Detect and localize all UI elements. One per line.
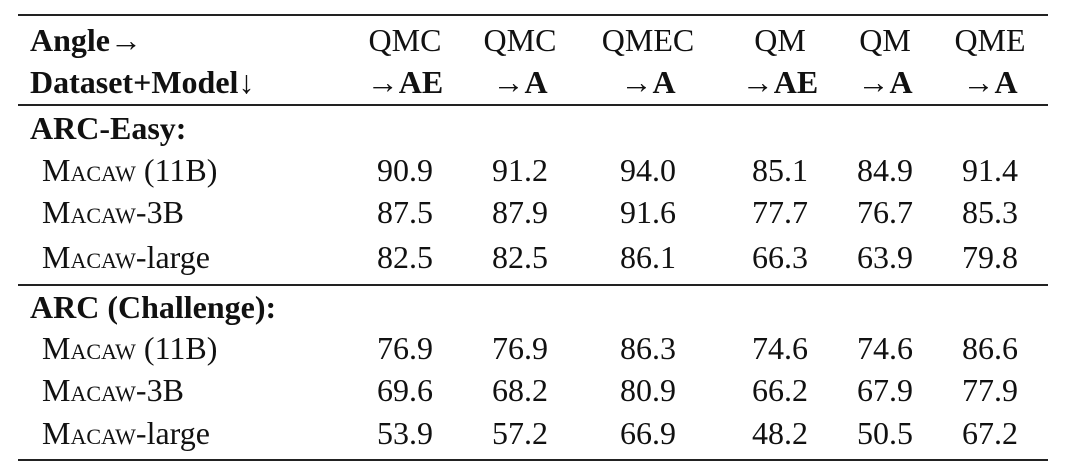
- score: 86.6: [962, 330, 1018, 366]
- score: 66.9: [620, 415, 676, 451]
- score: 82.5: [377, 239, 433, 275]
- model-name: Macaw-large: [42, 417, 210, 449]
- model-suffix: (11B): [135, 330, 218, 366]
- score: 67.9: [857, 372, 913, 408]
- column-target: →AE: [742, 66, 818, 98]
- score: 48.2: [752, 415, 808, 451]
- score: 91.4: [962, 152, 1018, 188]
- model-name: Macaw-3B: [42, 374, 184, 406]
- section-title: ARC (Challenge):: [30, 289, 277, 325]
- score: 67.2: [962, 415, 1018, 451]
- model-suffix: -large: [135, 239, 210, 275]
- score: 94.0: [620, 152, 676, 188]
- score: 86.3: [620, 330, 676, 366]
- score: 84.9: [857, 152, 913, 188]
- target: A: [524, 64, 548, 100]
- score: 91.6: [620, 194, 676, 230]
- arrow: →: [620, 64, 653, 100]
- score: 76.7: [857, 194, 913, 230]
- score: 90.9: [377, 152, 433, 188]
- column-angle: QM: [754, 22, 806, 58]
- corner-top: Angle→: [30, 22, 142, 58]
- score: 80.9: [620, 372, 676, 408]
- corner-bottom: Dataset+Model↓: [30, 64, 255, 100]
- score: 76.9: [492, 330, 548, 366]
- score: 85.3: [962, 194, 1018, 230]
- score: 66.2: [752, 372, 808, 408]
- model: Macaw: [42, 152, 136, 188]
- score: 74.6: [857, 330, 913, 366]
- score: 79.8: [962, 239, 1018, 275]
- top-rule: [18, 14, 1048, 16]
- score: 69.6: [377, 372, 433, 408]
- score: 77.7: [752, 194, 808, 230]
- model-suffix: (11B): [135, 152, 218, 188]
- score: 76.9: [377, 330, 433, 366]
- model: Macaw: [42, 372, 136, 408]
- column-target: →AE: [367, 66, 443, 98]
- score: 85.1: [752, 152, 808, 188]
- column-target: →A: [857, 66, 912, 98]
- score: 68.2: [492, 372, 548, 408]
- column-target: →A: [962, 66, 1017, 98]
- score: 87.5: [377, 194, 433, 230]
- score: 53.9: [377, 415, 433, 451]
- target: A: [994, 64, 1018, 100]
- score: 74.6: [752, 330, 808, 366]
- arrow: →: [741, 64, 774, 100]
- target: AE: [773, 64, 819, 100]
- arrow: →: [366, 64, 399, 100]
- score: 87.9: [492, 194, 548, 230]
- score: 91.2: [492, 152, 548, 188]
- model-suffix: -large: [135, 415, 210, 451]
- header-rule: [18, 104, 1048, 106]
- model-name: Macaw (11B): [42, 332, 217, 364]
- score: 66.3: [752, 239, 808, 275]
- arrow: →: [492, 64, 525, 100]
- target: AE: [398, 64, 444, 100]
- bottom-rule: [18, 459, 1048, 461]
- column-target: →A: [492, 66, 547, 98]
- model: Macaw: [42, 330, 136, 366]
- section-title: ARC-Easy:: [30, 110, 187, 146]
- model-name: Macaw-3B: [42, 196, 184, 228]
- model-name: Macaw-large: [42, 241, 210, 273]
- arrow: →: [962, 64, 995, 100]
- model: Macaw: [42, 239, 136, 275]
- column-angle: QMEC: [601, 22, 695, 58]
- score: 82.5: [492, 239, 548, 275]
- score: 50.5: [857, 415, 913, 451]
- target: A: [652, 64, 676, 100]
- model-name: Macaw (11B): [42, 154, 217, 186]
- column-angle: QMC: [483, 22, 557, 58]
- column-target: →A: [620, 66, 675, 98]
- score: 86.1: [620, 239, 676, 275]
- column-angle: QMC: [368, 22, 442, 58]
- score: 77.9: [962, 372, 1018, 408]
- model-suffix: -3B: [135, 194, 184, 230]
- column-angle: QME: [954, 22, 1026, 58]
- model: Macaw: [42, 415, 136, 451]
- target: A: [889, 64, 913, 100]
- score: 57.2: [492, 415, 548, 451]
- column-angle: QM: [859, 22, 911, 58]
- arrow: →: [857, 64, 890, 100]
- section-rule: [18, 284, 1048, 286]
- model: Macaw: [42, 194, 136, 230]
- score: 63.9: [857, 239, 913, 275]
- model-suffix: -3B: [135, 372, 184, 408]
